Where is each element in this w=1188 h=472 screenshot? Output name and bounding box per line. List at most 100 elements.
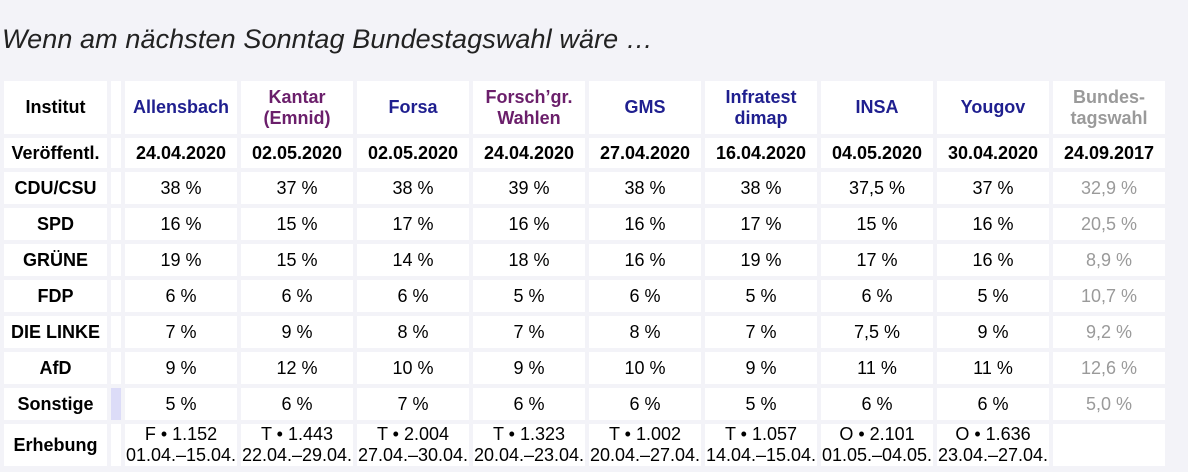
poll-value: 19 % xyxy=(705,244,817,276)
published-date: 24.04.2020 xyxy=(125,138,237,168)
institute-name[interactable]: Kantar xyxy=(268,86,326,107)
separator-cell xyxy=(111,81,121,134)
poll-value: 7,5 % xyxy=(821,316,933,348)
poll-value: 12 % xyxy=(241,352,353,384)
institute-link-forschgr[interactable]: Forsch’gr. Wahlen xyxy=(473,81,585,134)
institute-header-row: Institut Allensbach Kantar (Emnid) Forsa Fors… xyxy=(4,81,1165,134)
party-label: CDU/CSU xyxy=(4,172,107,204)
poll-value: 38 % xyxy=(589,172,701,204)
survey-method: O • 2.101 xyxy=(839,424,915,444)
poll-value: 17 % xyxy=(821,244,933,276)
separator-cell xyxy=(111,280,121,312)
party-label: FDP xyxy=(4,280,107,312)
institute-link-yougov[interactable]: Yougov xyxy=(937,81,1049,134)
poll-value: 37 % xyxy=(241,172,353,204)
poll-value: 8 % xyxy=(357,316,469,348)
institute-name[interactable]: Infratest xyxy=(725,86,797,107)
institute-link-kantar[interactable]: Kantar (Emnid) xyxy=(241,81,353,134)
institute-link-allensbach[interactable]: Allensbach xyxy=(125,81,237,134)
institute-link-infratest[interactable]: Infratest dimap xyxy=(705,81,817,134)
poll-value: 9 % xyxy=(125,352,237,384)
survey-info: T • 1.057 14.04.–15.04. xyxy=(705,424,817,466)
poll-value: 15 % xyxy=(821,208,933,240)
poll-value: 9 % xyxy=(705,352,817,384)
poll-value: 9 % xyxy=(937,316,1049,348)
election-header-line1: Bundes- xyxy=(1073,86,1145,107)
row-label-published: Veröffentl. xyxy=(4,138,107,168)
poll-value: 17 % xyxy=(705,208,817,240)
poll-value: 15 % xyxy=(241,208,353,240)
survey-info: O • 1.636 23.04.–27.04. xyxy=(937,424,1049,466)
party-row-afd: AfD 9 % 12 % 10 % 9 % 10 % 9 % 11 % 11 % 12,6 % xyxy=(4,352,1165,384)
poll-value: 6 % xyxy=(125,280,237,312)
separator-cell xyxy=(111,208,121,240)
survey-period: 27.04.–30.04. xyxy=(357,445,469,465)
poll-value: 38 % xyxy=(357,172,469,204)
poll-value: 11 % xyxy=(937,352,1049,384)
poll-table: Institut Allensbach Kantar (Emnid) Forsa Fors… xyxy=(0,77,1169,470)
poll-value: 38 % xyxy=(125,172,237,204)
survey-row: Erhebung F • 1.152 01.04.–15.04. T • 1.443 2… xyxy=(4,424,1165,466)
institute-link-forsa[interactable]: Forsa xyxy=(357,81,469,134)
poll-value: 6 % xyxy=(473,388,585,420)
institute-name[interactable]: INSA xyxy=(855,97,899,117)
separator-cell xyxy=(111,424,121,466)
election-result: 5,0 % xyxy=(1053,388,1165,420)
poll-value: 6 % xyxy=(241,280,353,312)
survey-info: O • 2.101 01.05.–04.05. xyxy=(821,424,933,466)
survey-period: 20.04.–27.04. xyxy=(589,445,701,465)
poll-value: 14 % xyxy=(357,244,469,276)
party-row-dielinke: DIE LINKE 7 % 9 % 8 % 7 % 8 % 7 % 7,5 % 9 % 9,2 % xyxy=(4,316,1165,348)
party-label: DIE LINKE xyxy=(4,316,107,348)
poll-value: 5 % xyxy=(125,388,237,420)
institute-link-insa[interactable]: INSA xyxy=(821,81,933,134)
survey-period: 01.04.–15.04. xyxy=(125,445,237,465)
institute-name[interactable]: Forsa xyxy=(388,97,438,117)
poll-value: 6 % xyxy=(589,388,701,420)
survey-method: O • 1.636 xyxy=(955,424,1031,444)
survey-method: F • 1.152 xyxy=(144,424,218,444)
institute-name[interactable]: Allensbach xyxy=(132,97,230,117)
election-date: 24.09.2017 xyxy=(1053,138,1165,168)
institute-name-line2[interactable]: (Emnid) xyxy=(263,107,331,128)
poll-value: 6 % xyxy=(937,388,1049,420)
survey-method: T • 1.443 xyxy=(260,424,334,444)
election-header-line2: tagswahl xyxy=(1070,107,1148,128)
poll-value: 6 % xyxy=(821,388,933,420)
institute-name-line2[interactable]: Wahlen xyxy=(497,107,561,128)
poll-value: 38 % xyxy=(705,172,817,204)
poll-value: 16 % xyxy=(937,244,1049,276)
poll-value: 39 % xyxy=(473,172,585,204)
poll-value: 6 % xyxy=(241,388,353,420)
published-row: Veröffentl. 24.04.2020 02.05.2020 02.05.202… xyxy=(4,138,1165,168)
survey-period: 14.04.–15.04. xyxy=(705,445,817,465)
election-result: 9,2 % xyxy=(1053,316,1165,348)
institute-name[interactable]: GMS xyxy=(624,97,666,117)
poll-value: 7 % xyxy=(125,316,237,348)
election-result: 32,9 % xyxy=(1053,172,1165,204)
published-date: 04.05.2020 xyxy=(821,138,933,168)
institute-name[interactable]: Forsch’gr. xyxy=(485,86,573,107)
separator-cell xyxy=(111,388,121,420)
survey-method: T • 1.057 xyxy=(724,424,798,444)
separator-cell xyxy=(111,316,121,348)
survey-method: T • 1.323 xyxy=(492,424,566,444)
party-label: SPD xyxy=(4,208,107,240)
poll-value: 16 % xyxy=(125,208,237,240)
poll-value: 7 % xyxy=(473,316,585,348)
institute-link-gms[interactable]: GMS xyxy=(589,81,701,134)
party-row-spd: SPD 16 % 15 % 17 % 16 % 16 % 17 % 15 % 16 % 20,5 … xyxy=(4,208,1165,240)
survey-period: 23.04.–27.04. xyxy=(937,445,1049,465)
party-row-cducsu: CDU/CSU 38 % 37 % 38 % 39 % 38 % 38 % 37,5 % 37 … xyxy=(4,172,1165,204)
row-label-survey: Erhebung xyxy=(4,424,107,466)
poll-value: 37 % xyxy=(937,172,1049,204)
poll-value: 10 % xyxy=(357,352,469,384)
party-row-sonstige: Sonstige 5 % 6 % 7 % 6 % 6 % 5 % 6 % 6 % 5,0 % xyxy=(4,388,1165,420)
poll-value: 5 % xyxy=(705,388,817,420)
survey-period: 22.04.–29.04. xyxy=(241,445,353,465)
poll-value: 6 % xyxy=(357,280,469,312)
institute-name-line2[interactable]: dimap xyxy=(734,107,788,128)
poll-value: 9 % xyxy=(473,352,585,384)
poll-value: 6 % xyxy=(821,280,933,312)
institute-name[interactable]: Yougov xyxy=(960,97,1026,117)
